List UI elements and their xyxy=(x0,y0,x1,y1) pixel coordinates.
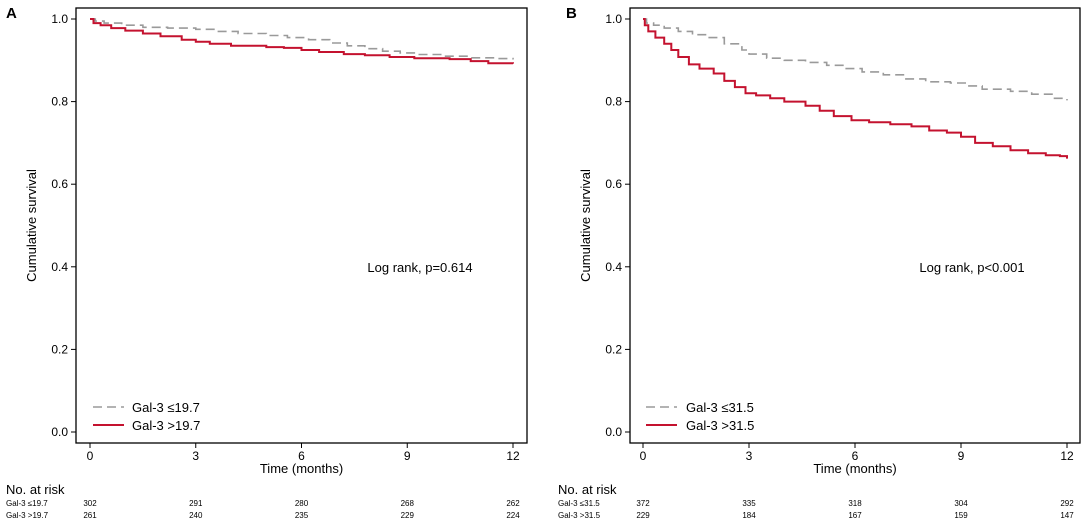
panel-a-ytick-label: 0.0 xyxy=(51,425,68,439)
panel-a-xtick-label: 6 xyxy=(298,449,305,463)
panel-b-ytick-label: 0.8 xyxy=(605,95,622,109)
panel-b-ytick-label: 0.0 xyxy=(605,425,622,439)
panel-b-xlabel: Time (months) xyxy=(813,461,896,476)
panel-b-risk-value: 159 xyxy=(954,511,968,520)
panel-b-xtick-label: 3 xyxy=(746,449,753,463)
panel-b-ytick-label: 0.6 xyxy=(605,177,622,191)
panel-a-survival-curve-1 xyxy=(90,18,514,60)
panel-b-risk-row-label: Gal-3 >31.5 xyxy=(558,511,601,520)
panel-a-risk-value: 240 xyxy=(189,511,203,520)
panel-a-risk-value: 291 xyxy=(189,499,203,508)
panel-a-xlabel: Time (months) xyxy=(260,461,343,476)
panel-a-logrank-annotation: Log rank, p=0.614 xyxy=(367,260,472,275)
panel-a-ytick-label: 0.6 xyxy=(51,177,68,191)
panel-a-ylabel: Cumulative survival xyxy=(24,169,39,282)
panel-b-ytick-label: 0.2 xyxy=(605,342,622,356)
panel-b-risk-value: 372 xyxy=(636,499,650,508)
panel-a-risk-value: 224 xyxy=(506,511,520,520)
panel-a-risk-value: 268 xyxy=(401,499,415,508)
panel-b-risk-value: 167 xyxy=(848,511,862,520)
panel-b-xtick-label: 0 xyxy=(640,449,647,463)
panel-a-risk-value: 261 xyxy=(83,511,97,520)
panel-b-label: B xyxy=(566,5,577,22)
panel-a-risk-title: No. at risk xyxy=(6,482,65,497)
panel-a-label: A xyxy=(6,5,17,22)
panel-b-risk-value: 147 xyxy=(1060,511,1074,520)
panel-a-risk-value: 262 xyxy=(506,499,520,508)
panel-b-survival-curve-2 xyxy=(643,18,1068,159)
panel-a-risk-row-label: Gal-3 ≤19.7 xyxy=(6,499,48,508)
panel-b-risk-value: 184 xyxy=(742,511,756,520)
panel-a-plot-frame xyxy=(75,7,528,444)
panel-a-ytick-label: 0.8 xyxy=(51,95,68,109)
panel-a-xtick-label: 12 xyxy=(506,449,520,463)
panel-a-ytick-label: 1.0 xyxy=(51,12,68,26)
panel-b-ytick-label: 1.0 xyxy=(605,12,622,26)
panel-b-xtick-label: 6 xyxy=(852,449,859,463)
panel-b-legend-label-1: Gal-3 ≤31.5 xyxy=(686,400,754,415)
panel-a-risk-value: 280 xyxy=(295,499,309,508)
panel-a-survival-curve-2 xyxy=(90,18,514,65)
panel-b-risk-value: 304 xyxy=(954,499,968,508)
panel-a-legend-label-2: Gal-3 >19.7 xyxy=(132,418,200,433)
panel-a-risk-row-label: Gal-3 >19.7 xyxy=(6,511,49,520)
panel-b-xtick-label: 12 xyxy=(1060,449,1074,463)
panel-a-xtick-label: 3 xyxy=(192,449,199,463)
panel-a-ytick-label: 0.2 xyxy=(51,342,68,356)
panel-b-risk-value: 335 xyxy=(742,499,756,508)
panel-b-plot-frame xyxy=(629,7,1081,444)
panel-a-risk-value: 302 xyxy=(83,499,97,508)
panel-b-logrank-annotation: Log rank, p<0.001 xyxy=(919,260,1024,275)
panel-b-xtick-label: 9 xyxy=(958,449,965,463)
panel-b-risk-value: 229 xyxy=(636,511,650,520)
panel-b-risk-value: 292 xyxy=(1060,499,1074,508)
panel-b-risk-row-label: Gal-3 ≤31.5 xyxy=(558,499,600,508)
panel-a-risk-value: 229 xyxy=(401,511,415,520)
panel-b-risk-value: 318 xyxy=(848,499,862,508)
panel-b-legend-label-2: Gal-3 >31.5 xyxy=(686,418,754,433)
panel-b-ytick-label: 0.4 xyxy=(605,260,622,274)
panel-a-xtick-label: 9 xyxy=(404,449,411,463)
panel-a-risk-value: 235 xyxy=(295,511,309,520)
panel-a-legend-label-1: Gal-3 ≤19.7 xyxy=(132,400,200,415)
panel-a-xtick-label: 0 xyxy=(87,449,94,463)
panel-a-ytick-label: 0.4 xyxy=(51,260,68,274)
panel-b-survival-curve-1 xyxy=(643,18,1068,101)
panel-b-ylabel: Cumulative survival xyxy=(578,169,593,282)
panel-b-risk-title: No. at risk xyxy=(558,482,617,497)
